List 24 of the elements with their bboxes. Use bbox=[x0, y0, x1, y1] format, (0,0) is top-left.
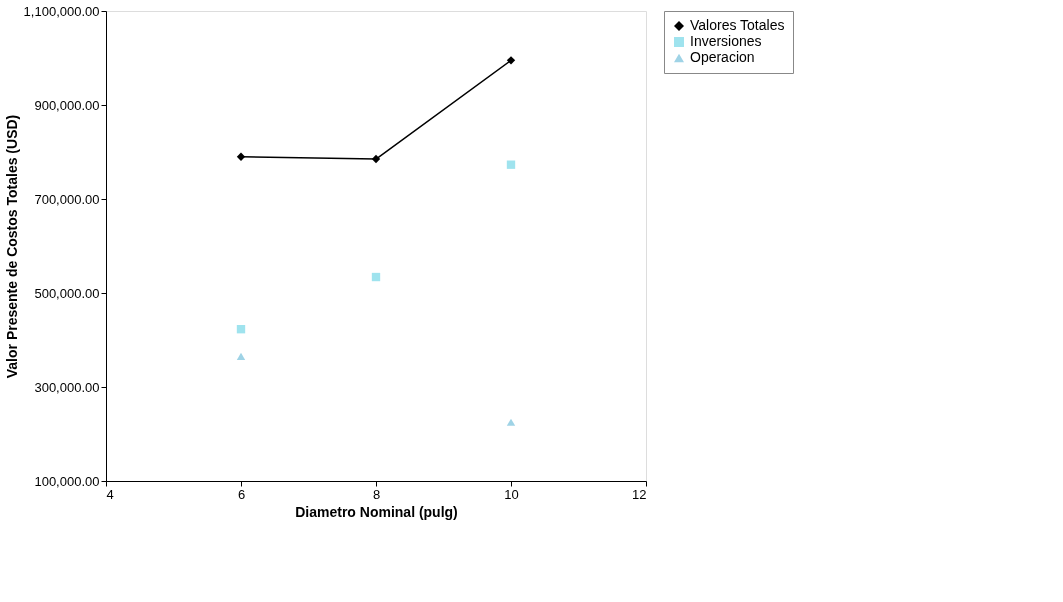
x-tick-label: 4 bbox=[106, 486, 114, 502]
point bbox=[506, 418, 516, 426]
point bbox=[506, 160, 516, 169]
y-tick-label: 500,000.00 bbox=[34, 285, 100, 301]
y-tick-label: 900,000.00 bbox=[34, 97, 100, 113]
x-tick-label: 6 bbox=[237, 486, 246, 502]
y-tick-label: 700,000.00 bbox=[34, 191, 100, 207]
point bbox=[371, 272, 381, 282]
point bbox=[371, 154, 381, 164]
x-tick-label: 10 bbox=[504, 486, 519, 502]
point bbox=[236, 325, 246, 334]
legend-label: Operacion bbox=[690, 49, 755, 65]
x-axis-title: Diametro Nominal (pulg) bbox=[295, 503, 458, 520]
y-tick-label: 100,000.00 bbox=[34, 473, 100, 489]
point bbox=[236, 352, 246, 361]
x-tick-label: 12 bbox=[632, 486, 647, 502]
y-tick-label: 300,000.00 bbox=[34, 379, 100, 395]
point bbox=[506, 56, 516, 65]
legend-label: Inversiones bbox=[690, 33, 762, 49]
point bbox=[236, 152, 246, 161]
y-axis-title: Valor Presente de Costos Totales (USD) bbox=[3, 114, 20, 379]
y-tick-label: 1,100,000.00 bbox=[23, 3, 100, 19]
x-tick-label: 8 bbox=[372, 486, 381, 502]
legend-label: Valores Totales bbox=[690, 17, 785, 33]
